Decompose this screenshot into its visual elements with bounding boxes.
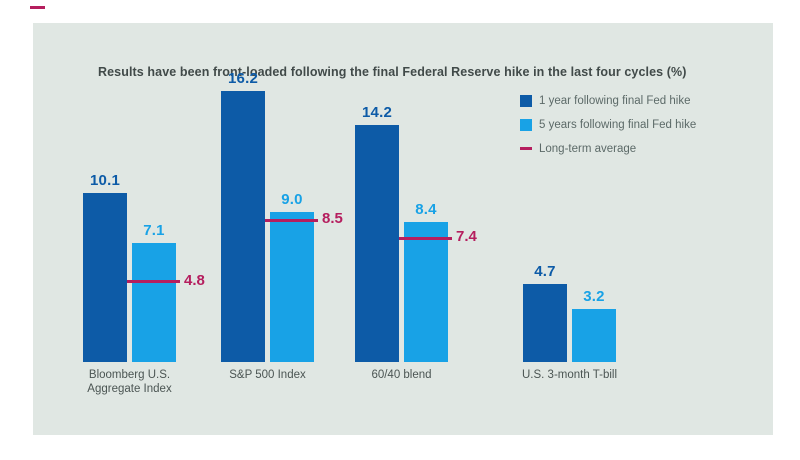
bar-5yr (404, 221, 448, 362)
bar-1yr (523, 283, 567, 362)
long-term-average-value-label: 4.8 (184, 271, 205, 289)
bar-5yr (572, 308, 616, 362)
bar-5yr (270, 211, 314, 362)
bar-1yr (221, 91, 265, 362)
bar-5yr-value-label: 7.1 (143, 222, 165, 240)
category-label: S&P 500 Index (229, 369, 306, 381)
bar-1yr (355, 124, 399, 362)
long-term-average-line (265, 218, 318, 222)
chart-title: Results have been front-loaded following… (98, 65, 687, 79)
legend-label: 1 year following final Fed hike (539, 94, 691, 107)
bar-1yr-value-label: 4.7 (534, 262, 556, 280)
legend-swatch-light-blue-icon (520, 118, 532, 131)
legend-item-5yr: 5 years following final Fed hike (520, 117, 696, 132)
chart-panel: Results have been front-loaded following… (33, 23, 773, 435)
bar-5yr-value-label: 9.0 (281, 190, 303, 208)
category-label: 60/40 blend (371, 369, 432, 381)
legend-swatch-dark-blue-icon (520, 94, 532, 107)
bar-1yr-value-label: 10.1 (90, 172, 120, 190)
long-term-average-line (399, 236, 452, 240)
category-label: U.S. 3-month T-bill (521, 369, 617, 381)
bar-1yr-value-label: 16.2 (228, 70, 258, 88)
bar-5yr (132, 243, 176, 362)
bar-5yr-value-label: 8.4 (415, 200, 437, 218)
long-term-average-value-label: 8.5 (322, 210, 343, 228)
legend: 1 year following final Fed hike 5 years … (520, 93, 696, 165)
legend-label: Long-term average (539, 142, 637, 155)
long-term-average-value-label: 7.4 (456, 228, 477, 246)
legend-dash-crimson-icon (520, 147, 532, 150)
bar-5yr-value-label: 3.2 (583, 287, 605, 305)
legend-label: 5 years following final Fed hike (539, 118, 697, 131)
legend-item-1yr: 1 year following final Fed hike (520, 93, 696, 108)
legend-item-avg: Long-term average (520, 141, 696, 156)
brand-mark-dash (30, 6, 45, 9)
bar-1yr-value-label: 14.2 (362, 103, 392, 121)
bar-1yr (83, 193, 127, 362)
long-term-average-line (127, 280, 180, 284)
category-label: Bloomberg U.S. Aggregate Index (87, 369, 172, 395)
